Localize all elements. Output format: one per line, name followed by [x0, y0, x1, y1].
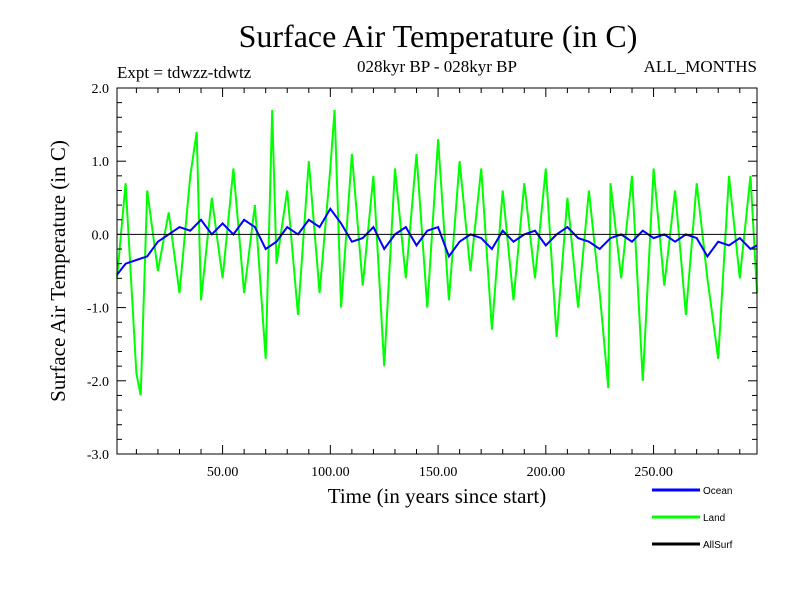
- legend-label-ocean: Ocean: [703, 486, 732, 497]
- y-tick-label: 1.0: [92, 155, 110, 170]
- x-tick-label: 100.00: [311, 465, 350, 480]
- legend-label-land: Land: [703, 513, 725, 524]
- y-tick-label: -3.0: [87, 448, 109, 463]
- x-tick-label: 150.00: [419, 465, 458, 480]
- x-axis-label: Time (in years since start): [328, 484, 547, 508]
- chart-title: Surface Air Temperature (in C): [239, 18, 638, 54]
- period-note: 028kyr BP - 028kyr BP: [357, 57, 517, 76]
- months-note: ALL_MONTHS: [644, 57, 757, 76]
- legend-label-allsurf: AllSurf: [703, 540, 733, 551]
- experiment-note: Expt = tdwzz-tdwtz: [117, 63, 252, 82]
- x-tick-label: 250.00: [634, 465, 673, 480]
- y-axis-label: Surface Air Temperature (in C): [46, 140, 70, 402]
- x-tick-label: 50.00: [207, 465, 239, 480]
- y-tick-label: -2.0: [87, 375, 109, 390]
- y-tick-label: -1.0: [87, 302, 109, 317]
- x-tick-label: 200.00: [527, 465, 566, 480]
- plot-series-group: [116, 109, 758, 396]
- series-line-ocean: [116, 206, 758, 276]
- axis-ticks-group: 50.00 100.00 150.00 200.00 250.00 -3.0 -2.0 -1.…: [87, 82, 757, 480]
- plot-frame: [116, 87, 758, 455]
- y-tick-label: 0.0: [92, 228, 110, 243]
- legend: Ocean Land AllSurf: [652, 486, 733, 551]
- y-tick-label: 2.0: [92, 82, 110, 97]
- series-line-land: [116, 109, 758, 396]
